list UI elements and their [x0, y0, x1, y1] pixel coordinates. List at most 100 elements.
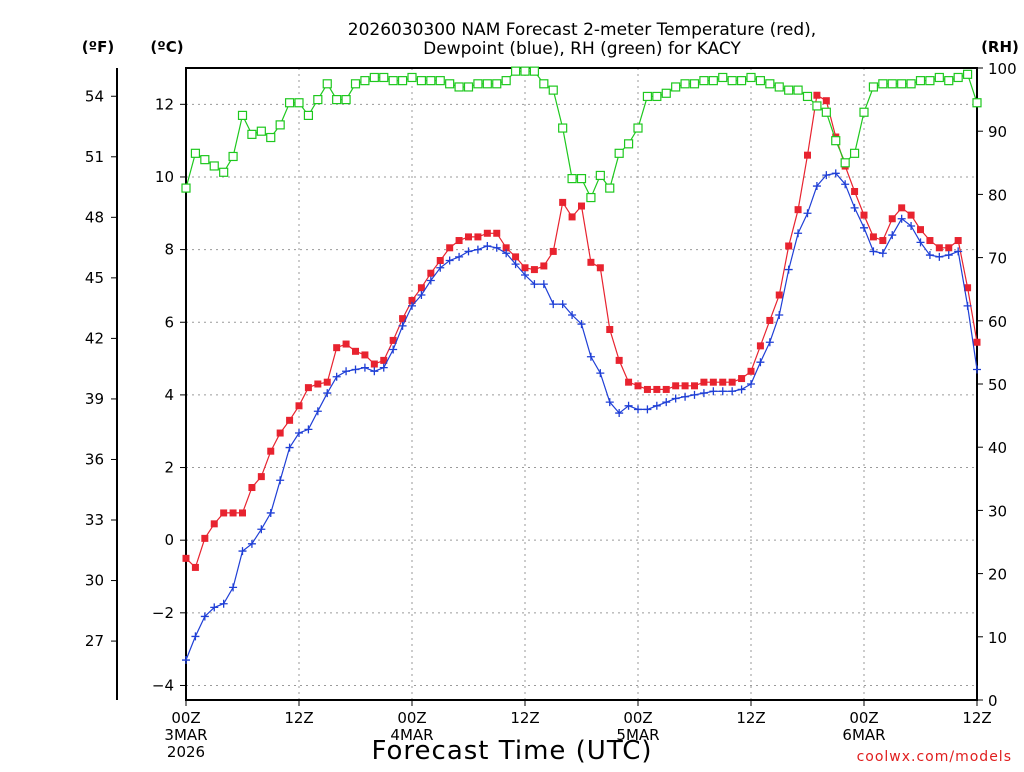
- rh-tick-label: 60: [988, 313, 1007, 331]
- temperature-point: [804, 151, 811, 159]
- x-tick-label: 2026: [167, 743, 205, 761]
- dewpoint-point: [313, 407, 322, 416]
- x-tick-label: 6MAR: [842, 726, 885, 744]
- rh-tick-label: 30: [988, 502, 1007, 520]
- temperature-point: [342, 340, 350, 348]
- rh-point: [802, 91, 813, 102]
- dewpoint-point: [238, 547, 247, 556]
- x-tick-label: 00Z: [171, 709, 200, 727]
- temperature-point: [756, 342, 764, 350]
- dewpoint-point: [398, 321, 407, 330]
- temperature-point: [700, 378, 708, 386]
- dewpoint-point: [342, 367, 351, 376]
- rh-point: [219, 167, 229, 177]
- rh-point: [539, 79, 549, 89]
- temperature-point: [606, 326, 614, 334]
- series-layer: [181, 66, 982, 665]
- dewpoint-point: [624, 401, 633, 410]
- rh-point: [897, 79, 907, 89]
- temperature-point: [851, 187, 859, 195]
- rh-point: [256, 126, 266, 136]
- temperature-point: [229, 509, 237, 517]
- rh-point: [397, 76, 408, 86]
- dewpoint-point: [285, 443, 294, 452]
- temperature-point: [917, 226, 924, 234]
- rh-point: [520, 66, 530, 76]
- rh-point: [784, 85, 794, 95]
- dewpoint-point: [897, 214, 906, 223]
- rh-point: [812, 101, 822, 111]
- dewpoint-point: [191, 632, 200, 641]
- fahrenheit-tick-label: 36: [85, 450, 104, 468]
- temperature-point: [672, 382, 680, 390]
- rh-point: [755, 76, 766, 86]
- rh-point: [708, 76, 718, 86]
- celsius-tick-label: 0: [164, 531, 174, 549]
- celsius-tick-label: 4: [164, 386, 174, 404]
- rh-point: [228, 151, 238, 162]
- rh-tick-label: 80: [988, 186, 1007, 204]
- rh-tick-label: 100: [988, 60, 1017, 78]
- dewpoint-point: [229, 583, 238, 592]
- axes-layer: −4 −2 0 2 4 6 8 10 12 27 30 33 36 39 42 45 48 51 54 0 10 20 30…: [85, 60, 1017, 761]
- temperature-point: [380, 356, 388, 364]
- dewpoint-point: [803, 209, 812, 218]
- temperature-point: [728, 378, 736, 386]
- dewpoint-point: [323, 389, 332, 398]
- dewpoint-point: [615, 409, 624, 418]
- fahrenheit-tick-label: 42: [85, 329, 104, 347]
- rh-tick-label: 20: [988, 566, 1007, 584]
- series-rh: [181, 66, 982, 203]
- dewpoint-point: [794, 229, 803, 238]
- temperature-point: [220, 509, 228, 517]
- rh-point: [925, 76, 935, 86]
- dewpoint-point: [643, 405, 652, 414]
- dewpoint-point: [747, 380, 755, 388]
- rh-point: [558, 123, 568, 133]
- celsius-unit-label: (ºC): [150, 38, 183, 56]
- temperature-point: [935, 244, 943, 252]
- chart-title-line-2: Dewpoint (blue), RH (green) for KACY: [423, 39, 741, 59]
- temperature-point: [333, 344, 341, 352]
- x-tick-label: 12Z: [962, 709, 991, 727]
- rh-point: [586, 192, 596, 203]
- rh-point: [849, 148, 860, 158]
- dewpoint-point: [304, 425, 313, 434]
- dewpoint-point: [455, 252, 464, 261]
- rh-tick-label: 90: [988, 123, 1007, 141]
- temperature-point: [399, 315, 407, 323]
- rh-point: [868, 82, 879, 92]
- temperature-point: [813, 91, 821, 99]
- series-dewpoint: [182, 169, 981, 665]
- temperature-point: [653, 385, 661, 393]
- temperature-point: [323, 378, 331, 386]
- celsius-tick-label: −2: [152, 604, 174, 622]
- dewpoint-point: [266, 508, 275, 517]
- rh-point: [718, 72, 728, 83]
- temperature-point: [502, 244, 510, 252]
- dewpoint-point: [869, 247, 878, 256]
- dewpoint-point: [276, 476, 285, 485]
- fahrenheit-unit-label: (ºF): [82, 38, 114, 56]
- rh-point: [548, 85, 558, 95]
- rh-point: [765, 79, 775, 89]
- rh-point: [237, 110, 248, 121]
- temperature-point: [954, 237, 962, 245]
- temperature-point: [352, 347, 359, 355]
- dewpoint-point: [210, 603, 219, 612]
- rh-point: [492, 79, 502, 89]
- temperature-point: [691, 382, 698, 390]
- temperature-point: [361, 351, 369, 359]
- rh-point: [953, 72, 963, 83]
- rh-point: [595, 170, 605, 181]
- dewpoint-point: [681, 392, 690, 401]
- rh-point: [831, 136, 841, 146]
- rh-point: [652, 91, 662, 102]
- dewpoint-point: [709, 387, 718, 396]
- rh-point: [332, 94, 342, 105]
- temperature-point: [239, 509, 246, 517]
- dewpoint-point: [690, 390, 699, 399]
- temperature-point: [615, 356, 623, 364]
- rh-tick-label: 50: [988, 376, 1007, 394]
- dewpoint-point: [634, 405, 642, 414]
